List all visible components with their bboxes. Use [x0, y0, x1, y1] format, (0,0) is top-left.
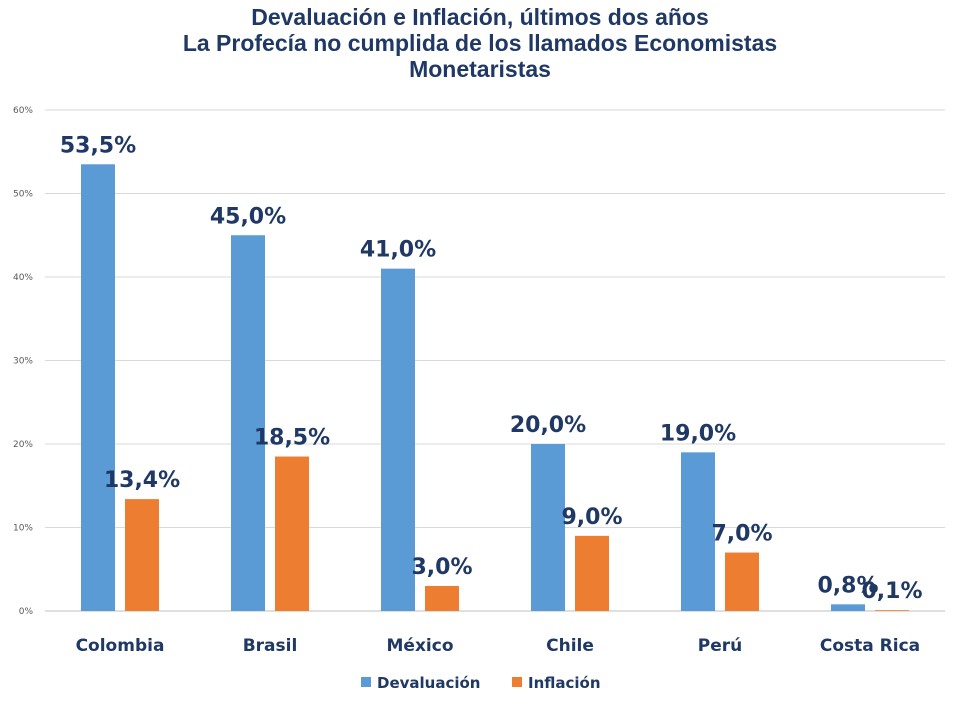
x-tick-label: Colombia [76, 636, 165, 656]
data-label: 53,5% [60, 133, 136, 158]
x-axis-ticks: Colombia Brasil México Chile Perú Costa Rica [76, 636, 921, 656]
bars [81, 164, 909, 611]
y-tick-label: 40% [13, 273, 33, 283]
gridlines [45, 109, 945, 612]
data-label: 19,0% [660, 421, 736, 446]
data-label: 45,0% [210, 204, 286, 229]
legend-swatch [512, 677, 522, 687]
chart-title-line-1: Devaluación e Inflación, últimos dos año… [251, 4, 709, 30]
bar-inflacion [275, 456, 309, 611]
bar-inflacion [575, 535, 609, 611]
y-tick-label: 20% [13, 440, 33, 450]
chart-title-line-2: La Profecía no cumplida de los llamados … [182, 30, 778, 56]
y-tick-label: 0% [19, 607, 34, 617]
x-tick-label: Perú [698, 636, 742, 656]
chart-title-line-3: Monetaristas [409, 56, 551, 82]
x-tick-label: Brasil [243, 636, 298, 656]
x-tick-label: México [387, 636, 454, 656]
bar-devaluacion [381, 268, 415, 611]
data-label: 0,8% [817, 573, 878, 598]
bar-devaluacion [81, 164, 115, 611]
bar-devaluacion [531, 444, 565, 611]
x-tick-label: Chile [546, 636, 594, 656]
data-label: 0,1% [861, 579, 922, 604]
x-tick-label: Costa Rica [820, 636, 920, 656]
legend-label: Inflación [528, 674, 601, 692]
data-label: 18,5% [254, 426, 330, 451]
data-label: 3,0% [411, 555, 472, 580]
data-label: 9,0% [561, 505, 622, 530]
bar-inflacion [725, 552, 759, 611]
legend-swatch [361, 677, 371, 687]
bar-inflacion [125, 499, 159, 611]
y-tick-label: 30% [13, 357, 33, 367]
bar-devaluacion [681, 452, 715, 611]
y-tick-label: 10% [13, 524, 33, 534]
data-label: 20,0% [510, 413, 586, 438]
bar-inflacion [425, 585, 459, 611]
data-label: 41,0% [360, 238, 436, 263]
legend: Devaluación Inflación [361, 674, 601, 692]
y-tick-label: 60% [13, 106, 33, 116]
bar-devaluacion [231, 235, 265, 611]
data-label: 7,0% [711, 522, 772, 547]
data-label: 13,4% [104, 468, 180, 493]
data-labels: 53,5% 13,4% 45,0% 18,5% 41,0% 3,0% 20,0% 9,0% 19… [60, 133, 923, 604]
y-tick-label: 50% [13, 190, 33, 200]
legend-label: Devaluación [377, 674, 480, 692]
bar-inflacion [875, 610, 909, 611]
y-axis-ticks: 0% 10% 20% 30% 40% 50% 60% [13, 106, 33, 617]
chart-title: Devaluación e Inflación, últimos dos año… [0, 4, 960, 82]
bar-devaluacion [831, 604, 865, 611]
